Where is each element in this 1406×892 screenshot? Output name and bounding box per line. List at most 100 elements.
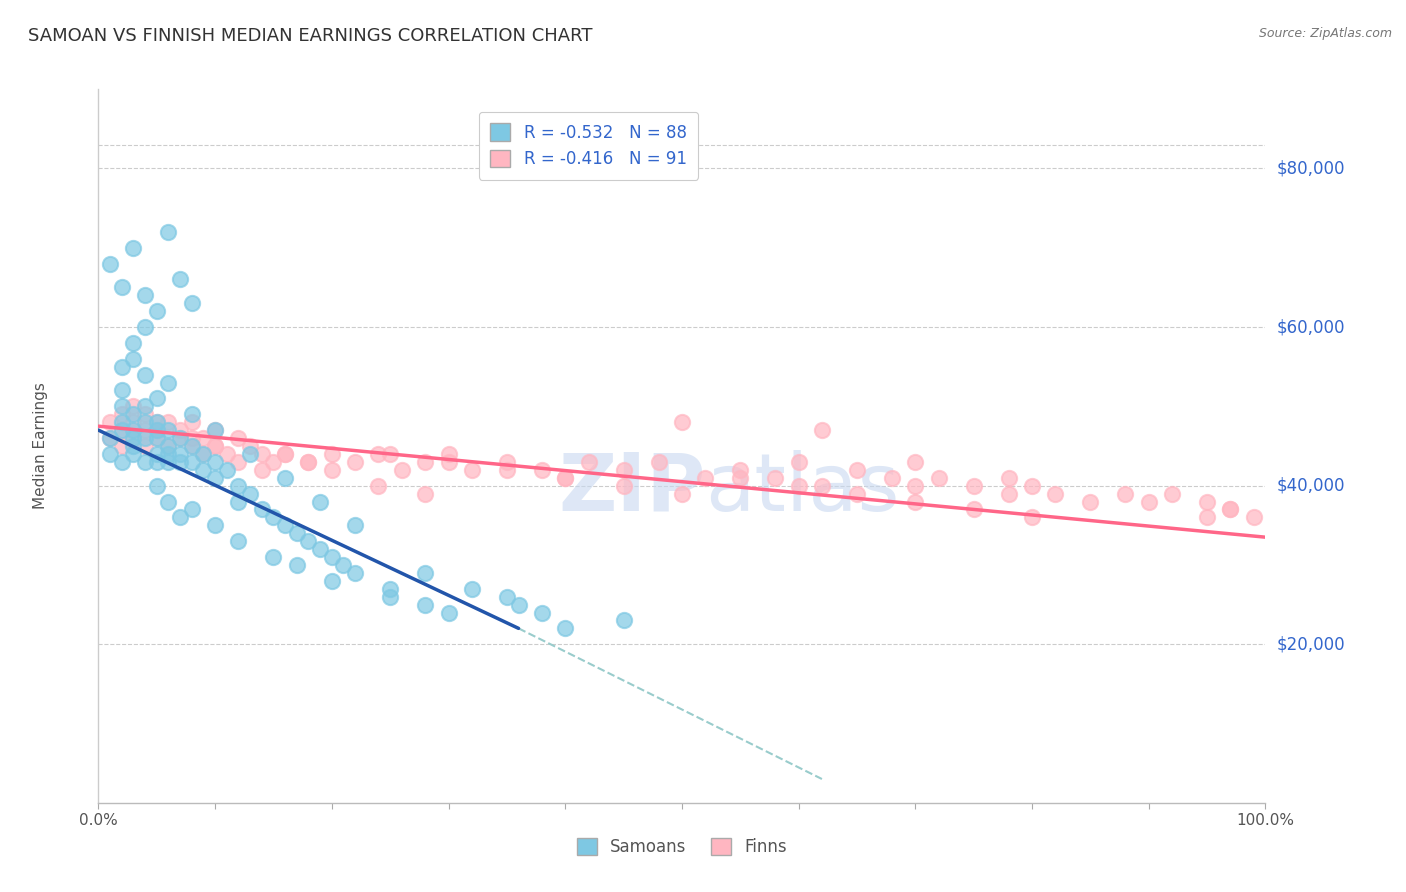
Point bbox=[122, 415, 145, 429]
Point bbox=[204, 439, 226, 453]
Point bbox=[134, 423, 156, 437]
Point bbox=[157, 455, 180, 469]
Point bbox=[111, 423, 134, 437]
Point bbox=[146, 423, 169, 437]
Point bbox=[111, 439, 134, 453]
Point bbox=[157, 439, 180, 453]
Point bbox=[180, 439, 202, 453]
Point bbox=[239, 486, 262, 500]
Point bbox=[380, 590, 402, 604]
Point bbox=[904, 478, 927, 492]
Text: SAMOAN VS FINNISH MEDIAN EARNINGS CORRELATION CHART: SAMOAN VS FINNISH MEDIAN EARNINGS CORREL… bbox=[28, 27, 592, 45]
Point bbox=[169, 510, 191, 524]
Point bbox=[111, 415, 134, 429]
Point bbox=[180, 431, 202, 445]
Point bbox=[134, 415, 156, 429]
Legend: Samoans, Finns: Samoans, Finns bbox=[567, 828, 797, 866]
Point bbox=[321, 447, 343, 461]
Point bbox=[530, 463, 553, 477]
Point bbox=[1137, 494, 1160, 508]
Point bbox=[250, 463, 273, 477]
Point bbox=[134, 407, 156, 421]
Text: Median Earnings: Median Earnings bbox=[32, 383, 48, 509]
Point bbox=[193, 463, 215, 477]
Point bbox=[554, 471, 576, 485]
Point bbox=[321, 463, 343, 477]
Point bbox=[413, 598, 436, 612]
Point bbox=[413, 455, 436, 469]
Point bbox=[146, 415, 169, 429]
Point bbox=[671, 486, 693, 500]
Point bbox=[380, 582, 402, 596]
Point bbox=[787, 478, 810, 492]
Point bbox=[134, 320, 156, 334]
Text: atlas: atlas bbox=[706, 450, 900, 528]
Point bbox=[193, 447, 215, 461]
Point bbox=[413, 566, 436, 580]
Point bbox=[496, 455, 519, 469]
Point bbox=[111, 407, 134, 421]
Point bbox=[122, 335, 145, 350]
Point bbox=[204, 471, 226, 485]
Point bbox=[730, 463, 752, 477]
Point bbox=[437, 447, 460, 461]
Point bbox=[134, 455, 156, 469]
Point bbox=[157, 225, 180, 239]
Point bbox=[204, 423, 226, 437]
Point bbox=[274, 471, 297, 485]
Point bbox=[146, 392, 169, 406]
Text: $80,000: $80,000 bbox=[1277, 160, 1346, 178]
Point bbox=[846, 486, 869, 500]
Point bbox=[262, 455, 284, 469]
Point bbox=[285, 526, 308, 541]
Point bbox=[111, 400, 134, 414]
Point bbox=[157, 415, 180, 429]
Point bbox=[297, 534, 319, 549]
Point bbox=[134, 288, 156, 302]
Point bbox=[1080, 494, 1102, 508]
Point bbox=[413, 486, 436, 500]
Point bbox=[262, 549, 284, 564]
Point bbox=[180, 415, 202, 429]
Point bbox=[146, 431, 169, 445]
Point bbox=[321, 574, 343, 588]
Point bbox=[111, 359, 134, 374]
Point bbox=[250, 447, 273, 461]
Point bbox=[1219, 502, 1241, 516]
Point bbox=[228, 534, 250, 549]
Point bbox=[437, 606, 460, 620]
Point bbox=[321, 549, 343, 564]
Point bbox=[297, 455, 319, 469]
Point bbox=[380, 447, 402, 461]
Point bbox=[146, 455, 169, 469]
Point bbox=[134, 368, 156, 382]
Point bbox=[122, 447, 145, 461]
Point bbox=[763, 471, 786, 485]
Point bbox=[1045, 486, 1067, 500]
Point bbox=[122, 423, 145, 437]
Point bbox=[146, 304, 169, 318]
Point bbox=[180, 407, 202, 421]
Text: $20,000: $20,000 bbox=[1277, 635, 1346, 653]
Point bbox=[250, 502, 273, 516]
Point bbox=[1021, 510, 1043, 524]
Point bbox=[554, 471, 576, 485]
Point bbox=[997, 486, 1019, 500]
Text: $60,000: $60,000 bbox=[1277, 318, 1346, 336]
Point bbox=[122, 431, 145, 445]
Point bbox=[1219, 502, 1241, 516]
Point bbox=[437, 455, 460, 469]
Point bbox=[122, 431, 145, 445]
Point bbox=[215, 463, 238, 477]
Point bbox=[262, 510, 284, 524]
Point bbox=[391, 463, 413, 477]
Point bbox=[846, 463, 869, 477]
Point bbox=[204, 423, 226, 437]
Point bbox=[228, 494, 250, 508]
Point bbox=[146, 478, 169, 492]
Point bbox=[928, 471, 950, 485]
Point bbox=[169, 455, 191, 469]
Point bbox=[297, 455, 319, 469]
Point bbox=[228, 455, 250, 469]
Point bbox=[157, 447, 180, 461]
